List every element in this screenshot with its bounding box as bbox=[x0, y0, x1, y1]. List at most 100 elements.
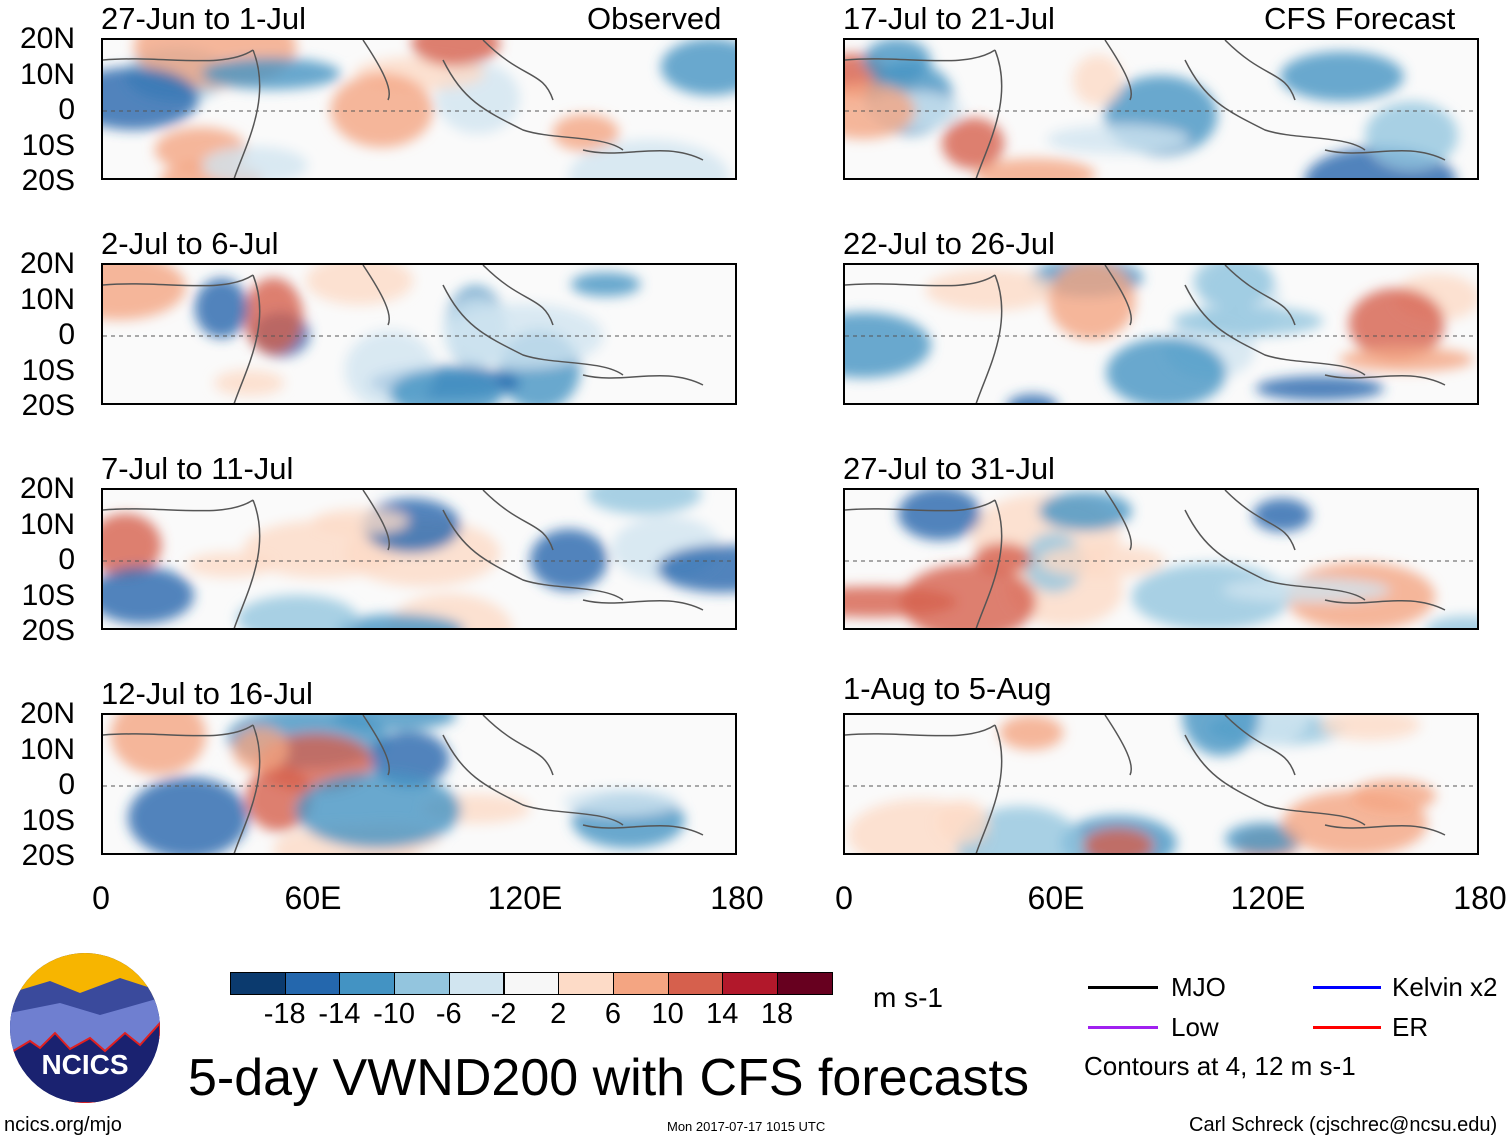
logo-text: NCICS bbox=[41, 1049, 129, 1080]
anomaly-region bbox=[941, 117, 1005, 169]
coastline bbox=[845, 490, 1446, 628]
anomaly-region bbox=[1222, 578, 1391, 603]
anomaly-region bbox=[444, 303, 604, 369]
observed-label: Observed bbox=[587, 1, 722, 36]
coastline bbox=[845, 715, 1446, 853]
low-line bbox=[1088, 1026, 1158, 1029]
colorbar-swatch bbox=[394, 972, 450, 995]
anomaly-region bbox=[389, 369, 504, 403]
anomaly-region bbox=[332, 715, 457, 731]
anomaly-region bbox=[897, 490, 981, 541]
anomaly-region bbox=[563, 788, 679, 816]
lat-tick: 20S bbox=[21, 389, 75, 422]
colorbar-label: -2 bbox=[490, 998, 517, 1030]
lon-tick: 60E bbox=[284, 880, 342, 916]
anomaly-region bbox=[1350, 779, 1436, 813]
anomaly-region bbox=[957, 806, 1084, 853]
lat-tick: 0 bbox=[58, 768, 75, 801]
coastline bbox=[845, 40, 1446, 178]
colorbar-swatch bbox=[448, 972, 505, 995]
figure-title: 5-day VWND200 with CFS forecasts bbox=[188, 1049, 1029, 1107]
anomaly-region bbox=[295, 771, 461, 849]
anomaly-region bbox=[1182, 715, 1260, 756]
panel-title: 27-Jul to 31-Jul bbox=[843, 451, 1055, 486]
anomaly-region bbox=[530, 529, 608, 591]
lat-tick: 20S bbox=[21, 614, 75, 647]
coastline bbox=[845, 265, 1446, 403]
lat-tick: 20N bbox=[19, 697, 75, 730]
footer-author: Carl Schreck (cjschrec@ncsu.edu) bbox=[1189, 1114, 1498, 1136]
anomaly-region bbox=[1007, 394, 1057, 403]
lon-tick: 120E bbox=[1230, 880, 1306, 916]
anomaly-region bbox=[194, 278, 249, 339]
anomaly-region bbox=[1252, 498, 1312, 532]
anomaly-region bbox=[214, 369, 285, 397]
anomaly-region bbox=[1046, 125, 1189, 155]
anomaly-region bbox=[925, 269, 1057, 311]
anomaly-region bbox=[127, 776, 249, 853]
lat-tick: 20N bbox=[19, 22, 75, 55]
panel-title: 2-Jul to 6-Jul bbox=[101, 226, 279, 261]
lat-tick: 10N bbox=[19, 507, 75, 541]
lat-tick: 10S bbox=[21, 353, 75, 387]
anomaly-region bbox=[1365, 101, 1458, 170]
map-panel bbox=[101, 713, 737, 855]
panel-title: 22-Jul to 26-Jul bbox=[843, 226, 1055, 261]
anomaly-region bbox=[1083, 828, 1154, 853]
colorbar-swatch bbox=[503, 972, 560, 995]
lat-tick: 10N bbox=[19, 732, 75, 766]
anomaly-region bbox=[1072, 54, 1123, 106]
panel-title: 1-Aug to 5-Aug bbox=[843, 671, 1052, 706]
anomaly-region bbox=[900, 563, 1037, 628]
anomaly-region bbox=[1048, 265, 1136, 341]
anomaly-region bbox=[660, 40, 735, 96]
lat-tick: 10S bbox=[21, 578, 75, 612]
lat-tick: 10S bbox=[21, 128, 75, 162]
colorbar-label: 6 bbox=[604, 998, 621, 1030]
anomaly-region bbox=[1280, 51, 1404, 102]
mjo-line bbox=[1088, 986, 1158, 989]
lon-tick: 180 bbox=[710, 880, 764, 916]
lat-tick: 10N bbox=[19, 282, 75, 316]
anomaly-region bbox=[305, 265, 414, 305]
lat-tick: 20N bbox=[19, 472, 75, 505]
panel-title: 7-Jul to 11-Jul bbox=[101, 451, 294, 486]
ncics-logo: NCICS bbox=[10, 953, 160, 1103]
coastline bbox=[103, 40, 704, 178]
map-panel bbox=[843, 38, 1479, 180]
anomaly-region bbox=[1225, 822, 1302, 853]
anomaly-region bbox=[999, 715, 1064, 750]
colorbar-label: 18 bbox=[760, 998, 794, 1030]
anomaly-region bbox=[1193, 265, 1274, 309]
map-panel bbox=[843, 713, 1479, 855]
colorbar-label: -6 bbox=[435, 998, 462, 1030]
anomaly-region bbox=[845, 312, 932, 378]
colorbar-swatch bbox=[722, 972, 778, 995]
legend-mjo: MJO bbox=[1171, 972, 1226, 1002]
anomaly-region bbox=[1320, 715, 1421, 741]
anomaly-region bbox=[1106, 337, 1227, 403]
anomaly-region bbox=[1131, 563, 1291, 628]
anomaly-region bbox=[336, 614, 464, 628]
panel-title: 12-Jul to 16-Jul bbox=[101, 676, 313, 711]
anomaly-region bbox=[103, 566, 194, 624]
colorbar-label: -18 bbox=[263, 998, 306, 1030]
anomaly-region bbox=[201, 146, 309, 178]
colorbar-swatch bbox=[667, 972, 724, 995]
anomaly-region bbox=[103, 67, 200, 130]
er-line bbox=[1313, 1026, 1381, 1029]
colorbar-label: -10 bbox=[373, 998, 416, 1030]
colorbar-swatch bbox=[230, 972, 286, 995]
lat-tick: 0 bbox=[58, 93, 75, 126]
lat-tick: 10S bbox=[21, 803, 75, 837]
map-panel bbox=[843, 263, 1479, 405]
map-panel bbox=[843, 488, 1479, 630]
footer-url[interactable]: ncics.org/mjo bbox=[4, 1114, 122, 1136]
anomaly-region bbox=[1255, 376, 1385, 401]
lat-tick: 10N bbox=[19, 57, 75, 91]
lat-tick: 0 bbox=[58, 543, 75, 576]
anomaly-region bbox=[568, 139, 730, 178]
lat-tick: 0 bbox=[58, 318, 75, 351]
colorbar-swatch bbox=[558, 972, 614, 995]
anomaly-region bbox=[974, 158, 1096, 178]
